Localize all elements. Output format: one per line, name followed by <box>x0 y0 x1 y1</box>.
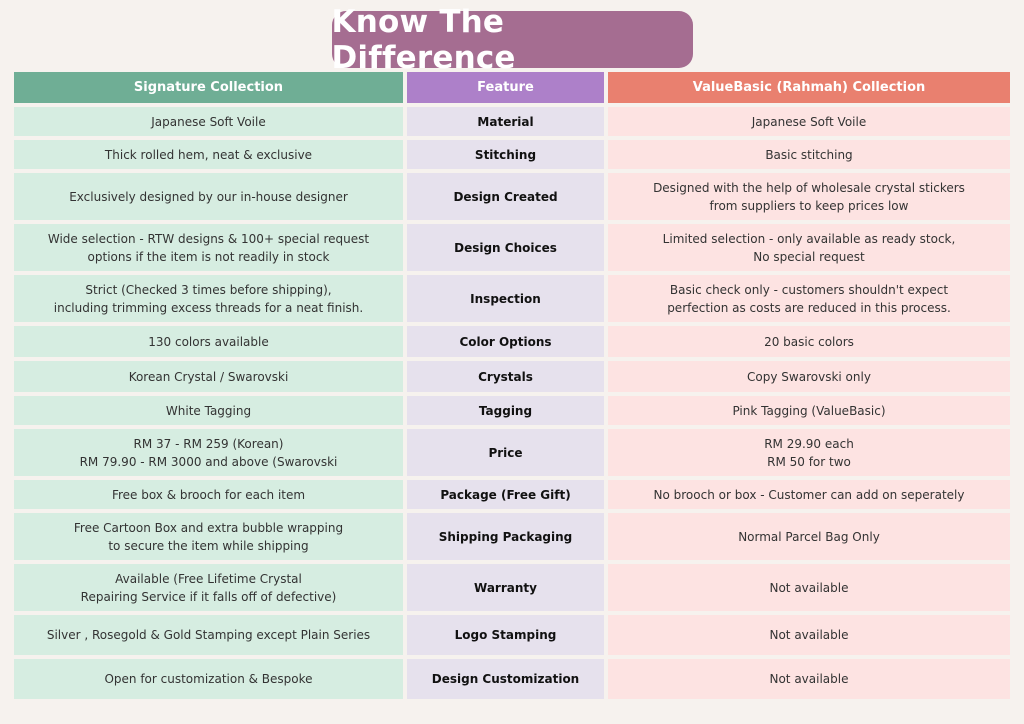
signature-cell: Korean Crystal / Swarovski <box>14 361 403 392</box>
valuebasic-cell: Basic stitching <box>608 140 1010 169</box>
title-container: Know The Difference <box>0 4 1024 76</box>
table-row: Strict (Checked 3 times before shipping)… <box>14 275 1010 322</box>
feature-cell: Shipping Packaging <box>407 513 604 560</box>
valuebasic-cell: RM 29.90 each RM 50 for two <box>608 429 1010 476</box>
feature-cell: Design Customization <box>407 659 604 699</box>
valuebasic-cell: Normal Parcel Bag Only <box>608 513 1010 560</box>
feature-cell: Color Options <box>407 326 604 357</box>
signature-cell: White Tagging <box>14 396 403 425</box>
table-row: Silver , Rosegold & Gold Stamping except… <box>14 615 1010 655</box>
header-valuebasic: ValueBasic (Rahmah) Collection <box>608 72 1010 103</box>
feature-cell: Logo Stamping <box>407 615 604 655</box>
table-row: RM 37 - RM 259 (Korean) RM 79.90 - RM 30… <box>14 429 1010 476</box>
page-title: Know The Difference <box>331 4 693 76</box>
table-row: Thick rolled hem, neat & exclusive Stitc… <box>14 140 1010 169</box>
table-row: 130 colors available Color Options 20 ba… <box>14 326 1010 357</box>
valuebasic-cell: Copy Swarovski only <box>608 361 1010 392</box>
feature-cell: Design Choices <box>407 224 604 271</box>
feature-cell: Inspection <box>407 275 604 322</box>
signature-cell: Thick rolled hem, neat & exclusive <box>14 140 403 169</box>
signature-cell: Free box & brooch for each item <box>14 480 403 509</box>
header-row: Signature Collection Feature ValueBasic … <box>14 72 1010 103</box>
feature-cell: Package (Free Gift) <box>407 480 604 509</box>
signature-cell: Strict (Checked 3 times before shipping)… <box>14 275 403 322</box>
signature-cell: Free Cartoon Box and extra bubble wrappi… <box>14 513 403 560</box>
valuebasic-cell: Designed with the help of wholesale crys… <box>608 173 1010 220</box>
signature-cell: Exclusively designed by our in-house des… <box>14 173 403 220</box>
signature-cell: Japanese Soft Voile <box>14 107 403 136</box>
header-feature: Feature <box>407 72 604 103</box>
table-row: Free box & brooch for each item Package … <box>14 480 1010 509</box>
signature-cell: Available (Free Lifetime Crystal Repairi… <box>14 564 403 611</box>
feature-cell: Material <box>407 107 604 136</box>
table-row: Korean Crystal / Swarovski Crystals Copy… <box>14 361 1010 392</box>
feature-cell: Design Created <box>407 173 604 220</box>
valuebasic-cell: Not available <box>608 615 1010 655</box>
table-row: Japanese Soft Voile Material Japanese So… <box>14 107 1010 136</box>
feature-cell: Price <box>407 429 604 476</box>
header-signature: Signature Collection <box>14 72 403 103</box>
valuebasic-cell: No brooch or box - Customer can add on s… <box>608 480 1010 509</box>
feature-cell: Warranty <box>407 564 604 611</box>
feature-cell: Tagging <box>407 396 604 425</box>
table-row: Open for customization & Bespoke Design … <box>14 659 1010 699</box>
feature-cell: Stitching <box>407 140 604 169</box>
valuebasic-cell: 20 basic colors <box>608 326 1010 357</box>
signature-cell: Open for customization & Bespoke <box>14 659 403 699</box>
feature-cell: Crystals <box>407 361 604 392</box>
valuebasic-cell: Not available <box>608 659 1010 699</box>
signature-cell: 130 colors available <box>14 326 403 357</box>
table-row: White Tagging Tagging Pink Tagging (Valu… <box>14 396 1010 425</box>
table-row: Free Cartoon Box and extra bubble wrappi… <box>14 513 1010 560</box>
valuebasic-cell: Japanese Soft Voile <box>608 107 1010 136</box>
signature-cell: RM 37 - RM 259 (Korean) RM 79.90 - RM 30… <box>14 429 403 476</box>
valuebasic-cell: Limited selection - only available as re… <box>608 224 1010 271</box>
comparison-table: Signature Collection Feature ValueBasic … <box>14 72 1010 703</box>
table-row: Exclusively designed by our in-house des… <box>14 173 1010 220</box>
table-row: Available (Free Lifetime Crystal Repairi… <box>14 564 1010 611</box>
signature-cell: Silver , Rosegold & Gold Stamping except… <box>14 615 403 655</box>
valuebasic-cell: Not available <box>608 564 1010 611</box>
signature-cell: Wide selection - RTW designs & 100+ spec… <box>14 224 403 271</box>
valuebasic-cell: Basic check only - customers shouldn't e… <box>608 275 1010 322</box>
table-row: Wide selection - RTW designs & 100+ spec… <box>14 224 1010 271</box>
valuebasic-cell: Pink Tagging (ValueBasic) <box>608 396 1010 425</box>
